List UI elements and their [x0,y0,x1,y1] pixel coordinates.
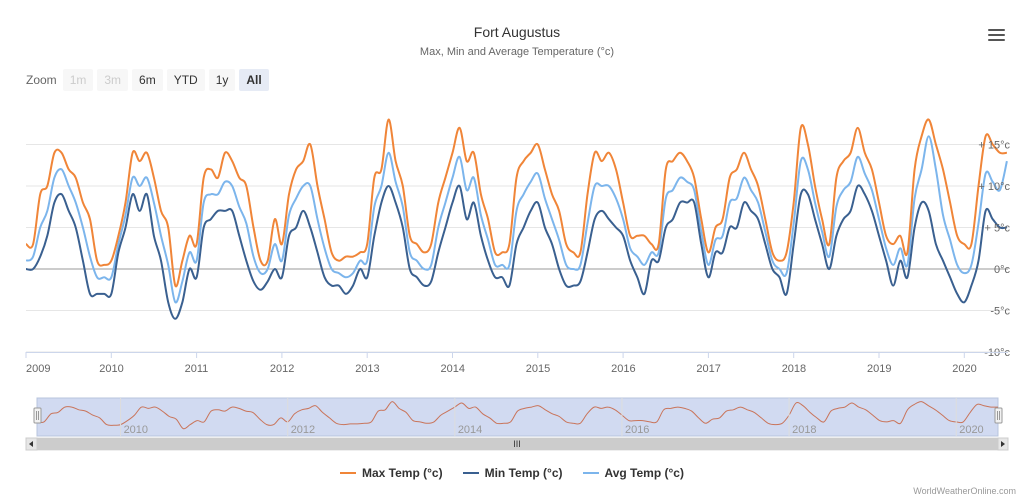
navigator-label: 2020 [959,424,983,436]
arrow-left-icon [29,441,33,447]
x-tick-label: 2015 [526,363,550,375]
legend-swatch-max [340,472,356,474]
legend-label-max: Max Temp (°c) [362,466,443,480]
scrollbar-grip-icon: III [513,439,521,449]
chart-title: Fort Augustus [474,24,560,40]
navigator-label: 2010 [124,424,148,436]
zoom-ytd-button[interactable]: YTD [166,69,205,91]
x-tick-label: 2009 [26,363,50,375]
navigator-mask[interactable] [36,397,999,437]
y-tick-label: + 10°c [978,181,1010,193]
legend-label-min: Min Temp (°c) [484,466,563,480]
series-line-min[interactable] [26,184,1008,320]
x-tick-label: 2011 [185,363,209,375]
y-tick-label: 0°c [994,264,1011,276]
y-tick-label: + 5°c [985,223,1011,235]
zoom-bar: Zoom 1m 3m 6m YTD 1y All [26,69,273,91]
zoom-3m-button[interactable]: 3m [97,69,129,91]
y-tick-label: + 15°c [978,140,1010,152]
x-tick-label: 2013 [355,363,379,375]
navigator-label: 2016 [625,424,649,436]
credit-link[interactable]: WorldWeatherOnline.com [913,486,1016,496]
legend-label-avg: Avg Temp (°c) [604,466,684,480]
x-tick-label: 2018 [782,363,806,375]
navigator-label: 2012 [291,424,315,436]
zoom-6m-button[interactable]: 6m [132,69,163,91]
series-line-avg[interactable] [26,135,1008,304]
y-tick-label: -5°c [990,306,1010,318]
y-axis-labels: + 15°c+ 10°c+ 5°c0°c-5°c-10°c [978,140,1010,360]
navigator-series [36,401,999,430]
hamburger-menu-icon[interactable] [988,29,1005,43]
menu-bar-icon [988,39,1005,41]
zoom-1m-button[interactable]: 1m [62,69,94,91]
legend-item-min-temp[interactable]: Min Temp (°c) [462,466,563,480]
zoom-label: Zoom [26,73,57,87]
x-tick-label: 2012 [270,363,294,375]
navigator-right-handle[interactable] [994,407,1003,424]
x-tick-label: 2020 [952,363,976,375]
menu-bar-icon [988,29,1005,31]
series-line-max[interactable] [26,118,1008,288]
arrow-right-icon [1001,441,1005,447]
legend-item-avg-temp[interactable]: Avg Temp (°c) [582,466,684,480]
series-layer [26,118,1008,320]
navigator-label: 2014 [458,424,482,436]
scrollbar-thumb[interactable] [37,438,998,450]
navigator-left-handle[interactable] [33,407,42,424]
x-axis: 2009 2010 2011 2012 2013 2014 2015 2016 2017 2018… [25,352,1008,375]
navigator[interactable]: 2010 2012 2014 2016 2018 2020 III [25,397,1009,451]
zoom-1y-button[interactable]: 1y [208,69,236,91]
x-tick-label: 2019 [867,363,891,375]
x-tick-label: 2014 [441,363,465,375]
legend-swatch-min [462,472,479,474]
chart-subtitle: Max, Min and Average Temperature (°c) [420,46,614,58]
x-tick-label: 2010 [99,363,123,375]
x-tick-label: 2017 [696,363,720,375]
legend: Max Temp (°c) Min Temp (°c) Avg Temp (°c… [0,466,1024,480]
menu-bar-icon [988,34,1005,36]
legend-item-max-temp[interactable]: Max Temp (°c) [340,466,443,480]
legend-swatch-avg [582,472,599,474]
navigator-label: 2018 [792,424,816,436]
zoom-all-button[interactable]: All [239,69,269,91]
x-tick-label: 2016 [611,363,635,375]
